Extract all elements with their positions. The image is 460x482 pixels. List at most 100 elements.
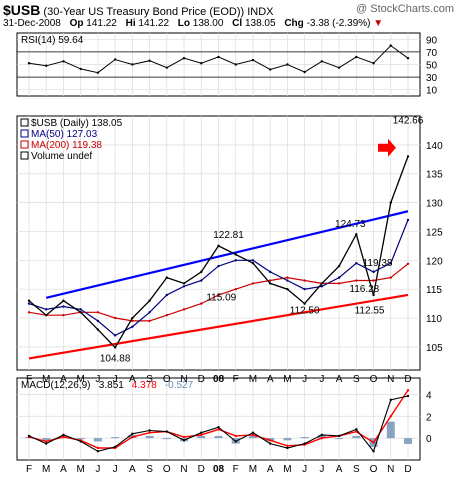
price-x-tick-label: J — [113, 374, 118, 385]
low-label: Lo — [177, 18, 191, 29]
rsi-line-point — [148, 59, 151, 62]
ma200-line-point — [389, 276, 392, 279]
ma50-line-point — [406, 218, 410, 222]
macd-signal-line-point — [372, 441, 375, 444]
price-line-point — [268, 282, 272, 285]
open-value: 141.22 — [86, 18, 117, 29]
red-arrow-icon — [378, 138, 396, 157]
price-annotation: 115.09 — [206, 293, 236, 304]
price-legend-entry: MA(50) 127.03 — [31, 129, 98, 140]
macd-signal-line-point — [62, 435, 65, 439]
price-annotation: 116.28 — [349, 284, 379, 295]
ma50-line-point — [337, 276, 341, 279]
chart-header: $USB (30-Year US Treasury Bond Price (EO… — [3, 2, 273, 18]
price-x-tick-label: 08 — [213, 374, 225, 385]
price-annotation: 119.38 — [363, 258, 393, 269]
macd-x-tick-label: A — [336, 464, 343, 475]
high-value: 141.22 — [138, 18, 170, 29]
support-trendline — [28, 293, 409, 360]
macd-x-tick-label: S — [353, 464, 360, 475]
rsi-tick-label: 50 — [426, 61, 438, 72]
price-tick-label: 115 — [426, 285, 442, 296]
ma200-line-point — [355, 279, 358, 282]
ma200-line-point — [113, 316, 117, 320]
watermark: @ StockCharts.com — [356, 3, 454, 15]
rsi-line-point — [79, 67, 82, 71]
ma200-line-point — [200, 302, 203, 305]
price-line-point — [234, 253, 237, 256]
close-label: Cl — [232, 18, 243, 29]
ma50-line-point — [268, 270, 272, 274]
rsi-tick-label: 70 — [426, 48, 438, 59]
macd-line-point — [165, 430, 169, 433]
rsi-legend: RSI(14) 59.64 — [21, 35, 84, 46]
macd-line-point — [303, 442, 306, 445]
rsi-line-point — [320, 60, 324, 63]
price-line-point — [62, 299, 65, 302]
macd-histogram-bar — [42, 438, 51, 441]
price-x-tick-label: O — [163, 374, 171, 385]
rsi-line-point — [182, 57, 186, 60]
price-x-tick-label: A — [267, 374, 274, 385]
price-line-point — [148, 299, 151, 302]
price-tick-label: 120 — [426, 256, 443, 267]
legend-swatch — [20, 129, 29, 138]
macd-line-point — [96, 450, 100, 453]
macd-signal-line-point — [96, 446, 100, 450]
macd-signal-line-point — [148, 431, 151, 434]
ma50-line-point — [27, 302, 31, 305]
change-down-icon: ▼ — [373, 18, 384, 29]
rsi-line-point — [406, 57, 410, 60]
ma50-line-point — [200, 279, 203, 282]
macd-line-point — [148, 429, 151, 432]
macd-legend-entry: -0.527 — [165, 380, 194, 391]
ma50-line-point — [131, 325, 134, 328]
rsi-tick-label: 10 — [426, 86, 438, 97]
rsi-line-point — [131, 63, 134, 66]
macd-tick-label: 4 — [426, 390, 432, 401]
price-x-tick-label: M — [77, 374, 85, 385]
macd-line-point — [45, 442, 48, 445]
price-line-point — [406, 155, 410, 158]
price-annotation: 112.50 — [290, 306, 320, 317]
price-x-tick-label: S — [146, 374, 153, 385]
macd-legend-entry: 3.851 — [99, 380, 124, 391]
price-line-point — [337, 264, 341, 268]
price-x-tick-label: M — [42, 374, 50, 385]
rsi-line-point — [45, 64, 48, 67]
macd-line-point — [182, 439, 186, 442]
macd-signal-line-point — [268, 439, 272, 442]
rsi-line-point — [389, 44, 392, 47]
macd-histogram-bar — [162, 438, 171, 440]
open-label: Op — [69, 18, 84, 29]
rsi-line-point — [286, 63, 289, 66]
macd-histogram-bar — [386, 421, 395, 439]
rsi-line-point — [303, 70, 306, 74]
price-tick-label: 125 — [426, 227, 443, 238]
macd-x-tick-label: N — [387, 464, 394, 475]
quote-line: 31-Dec-2008 Op 141.22 Hi 141.22 Lo 138.0… — [3, 18, 383, 29]
ma200-line-point — [234, 287, 237, 291]
macd-histogram-bar — [93, 438, 102, 442]
ma200-line-point — [372, 279, 375, 282]
macd-signal-line-point — [200, 433, 203, 437]
price-line-point — [389, 201, 392, 204]
price-line-point — [200, 270, 203, 274]
ma50-line-point — [234, 259, 237, 262]
ma50-line-point — [113, 334, 117, 337]
high-label: Hi — [125, 18, 136, 29]
macd-line-point — [268, 442, 272, 445]
macd-signal-line-point — [320, 436, 324, 440]
macd-x-tick-label: O — [370, 464, 378, 475]
ma50-line-point — [372, 270, 375, 274]
price-line-point — [217, 244, 220, 248]
price-x-tick-label: J — [319, 374, 324, 385]
macd-line-point — [320, 433, 324, 437]
ma50-line-point — [79, 308, 82, 311]
macd-x-tick-label: M — [283, 464, 291, 475]
macd-histogram-bar — [248, 435, 257, 439]
price-tick-label: 105 — [426, 343, 443, 354]
ma50-line-point — [182, 285, 186, 288]
ma200-line-point — [182, 308, 186, 311]
macd-x-tick-label: M — [249, 464, 257, 475]
